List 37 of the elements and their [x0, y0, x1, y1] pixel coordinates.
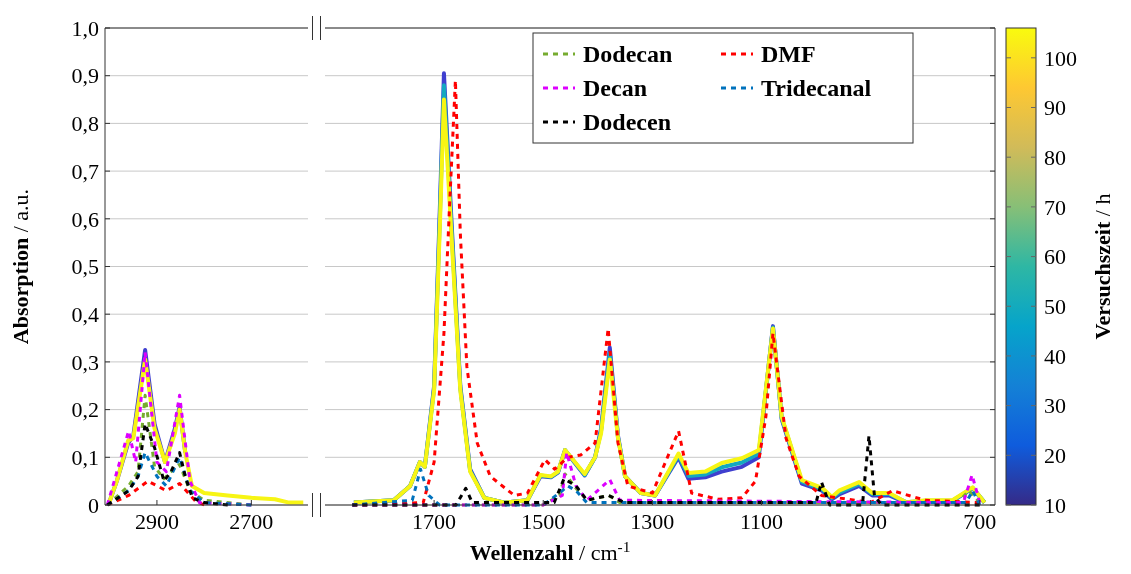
color-bar-label: 80	[1044, 144, 1066, 170]
x-tick-label: 2900	[134, 509, 179, 534]
y-tick-label: 0,6	[71, 206, 99, 232]
y-tick-label: 0,2	[71, 397, 99, 423]
y-tick-label: 0,8	[71, 111, 99, 137]
color-bar-label: 90	[1044, 95, 1066, 121]
color-bar-label: 20	[1044, 443, 1066, 469]
legend-label: Tridecanal	[761, 75, 872, 102]
legend-label: DMF	[761, 41, 816, 68]
x-tick-label: 1700	[412, 509, 457, 534]
color-bar-label: 40	[1044, 343, 1066, 369]
x-tick-label: 1100	[739, 509, 784, 534]
color-bar-label: 70	[1044, 194, 1066, 220]
y-tick-label: 0,1	[71, 445, 99, 470]
legend-label: Decan	[583, 75, 647, 102]
x-axis-title: Wellenzahl / cm$^{-1}$	[469, 537, 631, 565]
legend-label: Dodecen	[583, 109, 671, 136]
y-tick-label: 1,0	[71, 15, 99, 41]
x-tick-label: 2700	[229, 509, 274, 534]
y-tick-label: 0,3	[71, 349, 99, 375]
y-tick-label: 0,5	[71, 254, 99, 280]
x-tick-label: 900	[854, 509, 888, 534]
color-bar-title: Versuchszeit / h	[1090, 193, 1115, 340]
color-bar-label: 10	[1044, 492, 1066, 518]
y-tick-label: 0	[88, 492, 99, 518]
y-tick-label: 0,4	[71, 301, 99, 327]
color-bar-label: 60	[1044, 244, 1066, 270]
color-bar-label: 50	[1044, 293, 1066, 319]
y-tick-label: 0,7	[71, 158, 99, 184]
x-tick-label: 1300	[630, 509, 675, 534]
legend-label: Dodecan	[583, 41, 673, 68]
x-tick-label: 1500	[521, 509, 566, 534]
color-bar-label: 100	[1044, 45, 1077, 71]
y-axis-title: Absorption / a.u.	[8, 188, 33, 345]
x-tick-label: 700	[963, 509, 997, 534]
color-bar-label: 30	[1044, 393, 1066, 419]
y-tick-label: 0,9	[71, 63, 99, 89]
